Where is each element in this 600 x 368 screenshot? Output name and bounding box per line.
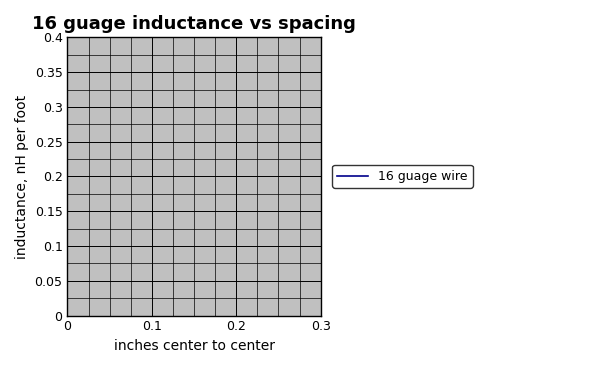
X-axis label: inches center to center: inches center to center — [113, 339, 275, 353]
Y-axis label: inductance, nH per foot: inductance, nH per foot — [15, 95, 29, 259]
Legend: 16 guage wire: 16 guage wire — [332, 165, 473, 188]
Title: 16 guage inductance vs spacing: 16 guage inductance vs spacing — [32, 15, 356, 33]
